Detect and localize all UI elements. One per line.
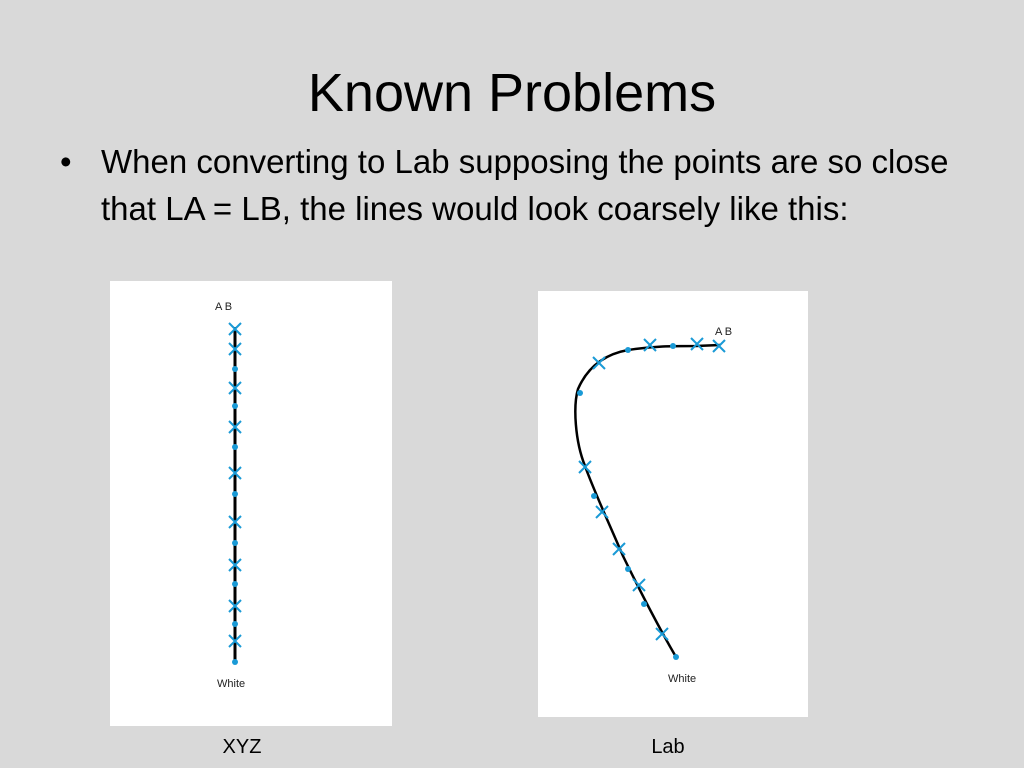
xyz-dot-marker	[232, 491, 238, 497]
bullet-icon: •	[60, 143, 72, 180]
xyz-cross-marker	[228, 515, 242, 529]
lab-diagram: A B White	[538, 291, 808, 717]
lab-diagram-drawing: A B White	[574, 326, 732, 685]
xyz-dot-marker	[232, 444, 238, 450]
xyz-cross-marker	[228, 342, 242, 356]
xyz-markers	[228, 322, 242, 665]
xyz-dot-marker	[232, 366, 238, 372]
xyz-dot-marker	[232, 659, 238, 665]
lab-cross-marker	[643, 338, 657, 352]
xyz-top-label: A B	[215, 301, 232, 313]
lab-cross-marker	[595, 505, 609, 519]
xyz-caption: XYZ	[222, 736, 262, 758]
lab-dot-marker	[625, 566, 631, 572]
lab-top-label: A B	[715, 326, 732, 338]
lab-dot-marker	[641, 601, 647, 607]
lab-curve	[574, 343, 721, 658]
lab-dot-marker	[625, 347, 631, 353]
lab-markers	[577, 337, 726, 660]
xyz-cross-marker	[228, 420, 242, 434]
lab-cross-marker	[655, 627, 669, 641]
lab-cross-marker	[612, 542, 626, 556]
lab-cross-marker	[592, 356, 606, 370]
xyz-cross-marker	[228, 558, 242, 572]
lab-bottom-label: White	[668, 673, 696, 685]
lab-cross-marker	[690, 337, 704, 351]
lab-dot-marker	[577, 390, 583, 396]
lab-cross-marker	[632, 578, 646, 592]
xyz-dot-marker	[232, 581, 238, 587]
bullet-text: When converting to Lab supposing the poi…	[101, 143, 949, 227]
xyz-cross-marker	[228, 634, 242, 648]
xyz-cross-marker	[228, 466, 242, 480]
lab-dot-marker	[673, 654, 679, 660]
xyz-dot-marker	[232, 403, 238, 409]
xyz-cross-marker	[228, 599, 242, 613]
xyz-cross-marker	[228, 322, 242, 336]
xyz-dot-marker	[232, 621, 238, 627]
lab-cross-marker	[578, 460, 592, 474]
xyz-dot-marker	[232, 540, 238, 546]
slide-title: Known Problems	[307, 63, 717, 123]
xyz-diagram: A B White	[110, 281, 392, 726]
xyz-bottom-label: White	[217, 678, 245, 690]
xyz-diagram-drawing: A B White	[215, 301, 245, 690]
lab-dot-marker	[591, 493, 597, 499]
xyz-cross-marker	[228, 381, 242, 395]
lab-caption: Lab	[651, 736, 685, 758]
lab-dot-marker	[670, 343, 676, 349]
lab-cross-marker	[712, 339, 726, 353]
